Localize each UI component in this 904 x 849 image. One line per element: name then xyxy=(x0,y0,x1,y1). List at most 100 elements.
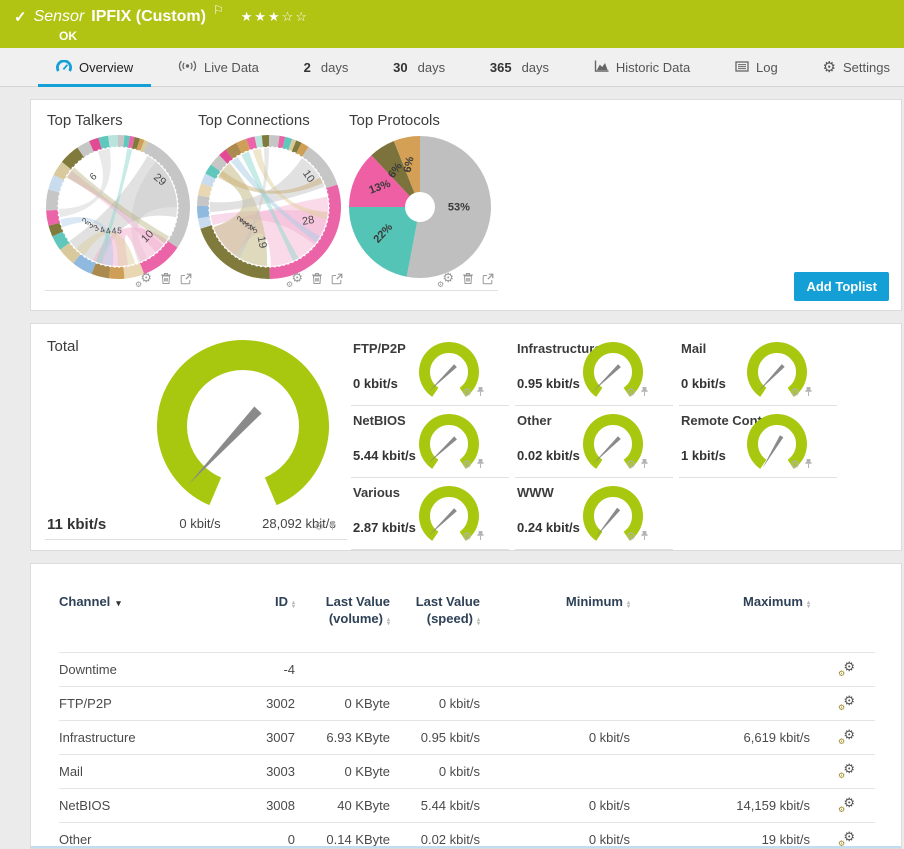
column-label: Last Value (volume) xyxy=(325,594,390,626)
column-header-channel[interactable]: Channel ▾ xyxy=(59,564,229,652)
channel-value-cell: 3002 xyxy=(229,685,299,721)
gauge-pin-icon[interactable] xyxy=(640,384,649,402)
open-toplist-icon[interactable] xyxy=(180,273,192,285)
channel-actions-cell: ⚙ ⚙ xyxy=(814,651,875,687)
tab-label: Live Data xyxy=(203,59,259,75)
svg-text:53%: 53% xyxy=(448,202,470,214)
tab-log[interactable]: Log xyxy=(731,48,782,86)
bottom-row-divider xyxy=(31,846,901,848)
svg-text:2: 2 xyxy=(80,215,91,226)
protocols-donut-chart[interactable]: 53% 22% 13% 6% 6% xyxy=(347,134,498,285)
gauge-pin-icon[interactable] xyxy=(476,528,485,546)
add-toplist-button[interactable]: Add Toplist xyxy=(794,272,889,301)
channel-value-cell: 0.95 kbit/s xyxy=(394,719,484,755)
page-content: Top Talkers 6 29 10 2 3 3 4 4 4 5 ⚙ ⚙ Top Connections… xyxy=(0,87,904,849)
svg-text:4: 4 xyxy=(247,222,256,233)
chord-diagram-chart[interactable]: 6 29 10 2 3 3 4 4 4 5 xyxy=(45,134,196,285)
toplist-settings-icon[interactable]: ⚙ ⚙ xyxy=(437,269,454,289)
open-toplist-icon[interactable] xyxy=(482,273,494,285)
gauge-settings-icon[interactable]: ⚙ xyxy=(462,530,472,543)
column-header-minimum[interactable]: Minimum ▴ ▾ xyxy=(484,564,634,652)
channel-value-cell: 0 KByte xyxy=(299,753,394,789)
gauge-settings-icon[interactable]: ⚙ xyxy=(626,530,636,543)
delete-toplist-icon[interactable] xyxy=(160,272,172,285)
gauge-settings-icon[interactable]: ⚙ xyxy=(790,458,800,471)
gauge-tile-ftp-p2p: FTP/P2P 0 kbit/s ⚙ xyxy=(351,334,509,406)
channel-value-cell: 19 kbit/s xyxy=(634,821,814,848)
svg-text:2: 2 xyxy=(237,216,248,226)
sort-asc-arrow: ▴ xyxy=(291,600,295,606)
gauge-value: 0 kbit/s xyxy=(353,376,398,391)
channel-value-cell xyxy=(634,753,814,789)
gauge-tile-netbios: NetBIOS 5.44 kbit/s ⚙ xyxy=(351,406,509,478)
toplist-settings-icon[interactable]: ⚙ ⚙ xyxy=(286,269,303,289)
gauge-label: Infrastructure xyxy=(517,341,602,356)
sort-icon: ▴ ▾ xyxy=(291,600,295,610)
channel-value-cell: 0 xyxy=(229,821,299,848)
total-gauge-value: 11 kbit/s xyxy=(47,516,107,533)
svg-text:4: 4 xyxy=(98,224,106,235)
toplist-settings-icon[interactable]: ⚙ ⚙ xyxy=(135,269,152,289)
channel-table-panel: Channel ▾ ID ▴ ▾ Last Value (volume) ▴ ▾ Last Va… xyxy=(30,563,902,849)
column-header-maximum[interactable]: Maximum ▴ ▾ xyxy=(634,564,814,652)
gauge-actions: ⚙ xyxy=(626,456,649,474)
tab-historic-data[interactable]: Historic Data xyxy=(590,48,694,86)
sort-desc-arrow: ▾ xyxy=(806,604,810,610)
tab-live-data[interactable]: Live Data xyxy=(174,48,263,86)
column-header-last-value-speed[interactable]: Last Value (speed) ▴ ▾ xyxy=(394,564,484,652)
gauge-tile-other: Other 0.02 kbit/s ⚙ xyxy=(515,406,673,478)
tab-30-days[interactable]: 30 days xyxy=(389,48,449,86)
tab-bar: Overview Live Data 2 days 30 days 365 days Histo… xyxy=(0,48,904,87)
gauge-value: 0.02 kbit/s xyxy=(517,448,580,463)
channel-settings-icon[interactable]: ⚙ ⚙ xyxy=(838,658,855,678)
gauge-pin-icon[interactable] xyxy=(804,456,813,474)
gauge-settings-icon[interactable]: ⚙ xyxy=(626,458,636,471)
gauge-pin-icon[interactable] xyxy=(476,456,485,474)
channel-settings-icon[interactable]: ⚙ ⚙ xyxy=(838,726,855,746)
delete-toplist-icon[interactable] xyxy=(311,272,323,285)
table-row: Other 0 0.14 KByte 0.02 kbit/s 0 kbit/s 19 kb… xyxy=(59,821,875,848)
sort-desc-arrow: ▾ xyxy=(626,604,630,610)
svg-text:5: 5 xyxy=(251,224,259,235)
channel-value-cell: 0 kbit/s xyxy=(484,821,634,848)
channel-settings-icon[interactable]: ⚙ ⚙ xyxy=(838,760,855,780)
gauge-settings-icon[interactable]: ⚙ xyxy=(314,520,324,533)
tab-label: days xyxy=(417,59,446,75)
gauge-pin-icon[interactable] xyxy=(640,456,649,474)
gauge-pin-icon[interactable] xyxy=(476,384,485,402)
svg-text:6%: 6% xyxy=(402,155,417,173)
open-toplist-icon[interactable] xyxy=(331,273,343,285)
gauge-pin-icon[interactable] xyxy=(804,384,813,402)
table-row: Infrastructure 3007 6.93 KByte 0.95 kbit/s 0… xyxy=(59,719,875,755)
channel-table: Channel ▾ ID ▴ ▾ Last Value (volume) ▴ ▾ Last Va… xyxy=(59,564,875,848)
tab-label: Overview xyxy=(79,59,134,75)
channel-actions-cell: ⚙ ⚙ xyxy=(814,685,875,721)
gauge-settings-icon[interactable]: ⚙ xyxy=(790,386,800,399)
channel-settings-icon[interactable]: ⚙ ⚙ xyxy=(838,794,855,814)
gauge-tile-infrastructure: Infrastructure 0.95 kbit/s ⚙ xyxy=(515,334,673,406)
toplist-title: Top Talkers xyxy=(47,112,123,129)
svg-text:3: 3 xyxy=(240,218,250,229)
priority-stars[interactable]: ★★★☆☆ xyxy=(240,8,309,24)
tab-2-days[interactable]: 2 days xyxy=(300,48,353,86)
gauge-settings-icon[interactable]: ⚙ xyxy=(626,386,636,399)
column-header-id[interactable]: ID ▴ ▾ xyxy=(229,564,299,652)
gauge-pin-icon[interactable] xyxy=(640,528,649,546)
svg-text:4: 4 xyxy=(105,225,112,236)
channel-settings-icon[interactable]: ⚙ ⚙ xyxy=(838,692,855,712)
tab-settings[interactable]: ⚙ Settings xyxy=(819,48,894,86)
flag-icon[interactable]: ⚐ xyxy=(212,3,224,17)
gauges-panel: Total 0 kbit/s 28,092 kbit/s 11 kbit/s ⚙… xyxy=(30,323,902,551)
gauge-pin-icon[interactable] xyxy=(328,518,337,536)
gauge-settings-icon[interactable]: ⚙ xyxy=(462,458,472,471)
channel-value-cell: 0 kbit/s xyxy=(394,685,484,721)
channel-name-cell: Downtime xyxy=(59,651,229,687)
gauge-settings-icon[interactable]: ⚙ xyxy=(462,386,472,399)
chord-diagram-chart[interactable]: 10 28 19 5 4 3 3 2 2 xyxy=(196,134,347,285)
channel-settings-icon[interactable]: ⚙ ⚙ xyxy=(838,828,855,848)
sort-desc-arrow: ▾ xyxy=(386,620,390,627)
tab-365-days[interactable]: 365 days xyxy=(486,48,553,86)
column-header-last-value-volume[interactable]: Last Value (volume) ▴ ▾ xyxy=(299,564,394,652)
delete-toplist-icon[interactable] xyxy=(462,272,474,285)
tab-overview[interactable]: Overview xyxy=(37,48,152,87)
